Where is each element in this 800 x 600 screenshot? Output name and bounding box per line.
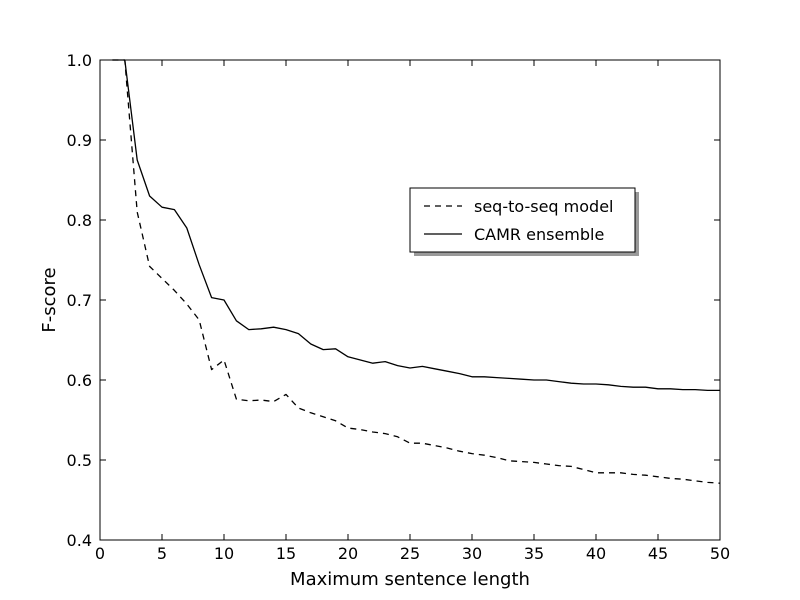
x-tick-label: 30 [462, 544, 482, 563]
x-tick-label: 45 [648, 544, 668, 563]
x-tick-label: 35 [524, 544, 544, 563]
x-tick-label: 25 [400, 544, 420, 563]
x-tick-label: 50 [710, 544, 730, 563]
series-line-seq-to-seq-model [112, 59, 721, 484]
plot-layer [112, 59, 721, 484]
y-tick-label: 0.7 [67, 291, 92, 310]
y-tick-label: 0.8 [67, 211, 92, 230]
y-tick-label: 0.4 [67, 531, 92, 550]
y-tick-label: 0.5 [67, 451, 92, 470]
x-tick-label: 0 [95, 544, 105, 563]
ticks-layer: 0 5 10 15 20 25 30 35 40 45 50 0.4 0.5 0.6 0.7 0.8 0.9 1.… [67, 51, 731, 563]
y-axis-title: F-score [39, 267, 60, 332]
y-tick-label: 1.0 [67, 51, 92, 70]
x-tick-label: 5 [157, 544, 167, 563]
plot-frame [99, 59, 721, 541]
y-tick-label: 0.6 [67, 371, 92, 390]
x-axis-title: Maximum sentence length [290, 569, 530, 590]
legend-box [409, 187, 636, 253]
legend: seq-to-seq model CAMR ensemble [409, 187, 639, 256]
x-tick-label: 40 [586, 544, 606, 563]
y-tick-label: 0.9 [67, 131, 92, 150]
legend-label-camr-ensemble: CAMR ensemble [474, 225, 604, 244]
x-tick-label: 20 [338, 544, 358, 563]
x-tick-label: 15 [276, 544, 296, 563]
legend-label-seq-to-seq: seq-to-seq model [474, 197, 613, 216]
series-line-camr-ensemble [112, 59, 720, 392]
x-tick-label: 10 [214, 544, 234, 563]
